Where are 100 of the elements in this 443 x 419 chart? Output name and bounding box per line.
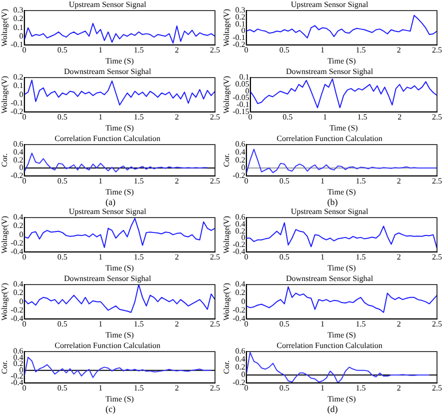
x-tick-label: 1.5 bbox=[356, 384, 366, 393]
y-tick-label: -0.2 bbox=[10, 106, 24, 116]
x-tick-label: 1.5 bbox=[356, 46, 366, 55]
y-tick-label: -0.4 bbox=[10, 314, 24, 323]
y-tick-label: 0 bbox=[245, 86, 250, 96]
x-tick-label: 2.5 bbox=[210, 384, 220, 393]
chart-title: Upstream Sensor Signal bbox=[290, 206, 369, 216]
y-axis-title: Cor. bbox=[222, 360, 231, 374]
y-tick-label: -0.1 bbox=[236, 100, 250, 110]
y-tick-label: 0.3 bbox=[13, 6, 24, 15]
y-tick-label: 0.4 bbox=[13, 147, 24, 156]
x-tick-label: 1 bbox=[98, 252, 103, 262]
x-tick-label: 2 bbox=[396, 384, 401, 393]
x-tick-label: 2.5 bbox=[432, 384, 442, 393]
x-tick-label: 2.5 bbox=[432, 252, 442, 262]
y-axis-title: Woltage(V) bbox=[222, 76, 231, 114]
x-axis-title: Time (S) bbox=[105, 123, 134, 132]
x-tick-label: 2 bbox=[174, 176, 179, 186]
x-tick-label: 2 bbox=[174, 384, 179, 393]
y-tick-label: 0 bbox=[19, 296, 24, 306]
y-tick-label: 0.1 bbox=[235, 19, 246, 28]
text: (b) bbox=[326, 197, 339, 207]
x-tick-label: 1 bbox=[320, 320, 325, 329]
y-tick-label: 0.2 bbox=[13, 14, 24, 24]
y-tick-label: 0.4 bbox=[235, 280, 246, 289]
x-tick-label: 0.5 bbox=[57, 320, 68, 329]
y-tick-label: 0.05 bbox=[235, 80, 250, 89]
y-tick-label: -0.15 bbox=[232, 106, 250, 116]
y-tick-label: -0.2 bbox=[10, 170, 24, 180]
text: (d) bbox=[326, 404, 339, 414]
y-tick-label: 0.6 bbox=[13, 140, 24, 149]
y-tick-label: -0.2 bbox=[232, 378, 246, 387]
x-axis-title: Time (S) bbox=[327, 394, 356, 404]
x-axis-title: Time (S) bbox=[105, 187, 134, 196]
x-axis-title: Time (S) bbox=[327, 187, 356, 196]
x-tick-label: 2.5 bbox=[210, 252, 220, 262]
x-tick-label: 1.5 bbox=[134, 252, 144, 262]
chart-title: Upstream Sensor Signal bbox=[68, 0, 147, 9]
y-tick-label: 0 bbox=[241, 370, 246, 380]
y-tick-label: -0.1 bbox=[10, 40, 24, 49]
y-tick-label: 0.1 bbox=[13, 81, 24, 90]
y-axis-title: Woltage(V) bbox=[0, 216, 9, 254]
y-tick-label: 0.2 bbox=[235, 288, 246, 298]
y-tick-label: -0.2 bbox=[10, 305, 24, 314]
x-tick-label: 2 bbox=[174, 46, 179, 55]
x-tick-label: 1 bbox=[98, 112, 103, 122]
x-tick-label: 0.5 bbox=[57, 384, 68, 393]
y-tick-label: 0.4 bbox=[235, 354, 246, 364]
x-tick-label: 2.5 bbox=[432, 46, 442, 55]
y-tick-label: 0.2 bbox=[235, 155, 246, 164]
y-tick-label: -0.1 bbox=[10, 98, 24, 108]
y-tick-label: 0.2 bbox=[235, 12, 246, 22]
x-tick-label: 1 bbox=[320, 252, 325, 262]
y-tick-label: 0.4 bbox=[235, 147, 246, 156]
y-tick-label: 0.1 bbox=[13, 22, 24, 32]
y-tick-label: 0.2 bbox=[235, 226, 246, 236]
x-axis-title: Time (S) bbox=[327, 330, 356, 340]
y-tick-label: -0.1 bbox=[232, 33, 246, 42]
chart-title: Downstream Sensor Sighal bbox=[286, 274, 374, 283]
x-tick-label: 1 bbox=[320, 384, 325, 393]
x-tick-label: 2.5 bbox=[432, 112, 442, 122]
y-tick-label: 0 bbox=[241, 26, 246, 36]
chart-title: Correlation Function Calculation bbox=[54, 340, 160, 350]
y-axis-title: Cor. bbox=[0, 360, 9, 374]
y-tick-label: 0 bbox=[19, 31, 24, 40]
x-tick-label: 1.5 bbox=[134, 112, 144, 122]
y-tick-label: 0.4 bbox=[13, 212, 24, 222]
x-tick-label: 1.5 bbox=[134, 176, 144, 186]
x-tick-label: 2.5 bbox=[210, 320, 220, 329]
y-tick-label: -0.4 bbox=[232, 314, 246, 323]
y-tick-label: 0.3 bbox=[235, 6, 246, 15]
x-tick-label: 0.5 bbox=[57, 46, 68, 55]
x-tick-label: 1.5 bbox=[356, 176, 366, 186]
y-tick-label: 0.2 bbox=[13, 288, 24, 298]
x-axis-title: Time (S) bbox=[105, 56, 134, 66]
x-tick-label: 0.5 bbox=[279, 320, 290, 329]
y-axis-title: Cor. bbox=[0, 153, 9, 167]
y-tick-label: 0 bbox=[241, 296, 246, 306]
x-tick-label: 1 bbox=[98, 176, 103, 186]
y-tick-label: 0.2 bbox=[235, 362, 246, 372]
x-tick-label: 2.5 bbox=[432, 320, 442, 329]
x-tick-label: 1.5 bbox=[356, 252, 366, 262]
x-tick-label: 2 bbox=[174, 320, 179, 329]
x-axis-title: Time (S) bbox=[329, 123, 358, 132]
x-tick-label: 2 bbox=[396, 176, 401, 186]
y-axis-title: Woltage(V) bbox=[0, 282, 9, 320]
x-tick-label: 1 bbox=[320, 176, 325, 186]
y-tick-label: -0.2 bbox=[232, 305, 246, 314]
x-tick-label: 1.5 bbox=[134, 384, 144, 393]
chart-title: Downstream Sensor Sighal bbox=[64, 66, 152, 76]
x-tick-label: 2.5 bbox=[210, 112, 220, 122]
y-axis-title: Woltage(V) bbox=[222, 8, 231, 46]
y-tick-label: 0.6 bbox=[235, 212, 246, 222]
chart-title: Upstream Sensor Signal bbox=[290, 0, 369, 9]
x-tick-label: 0.5 bbox=[57, 252, 68, 262]
y-tick-label: 0.1 bbox=[239, 72, 250, 82]
x-tick-label: 0.5 bbox=[279, 252, 290, 262]
text: (c) bbox=[104, 404, 116, 414]
x-tick-label: 2 bbox=[396, 320, 401, 329]
y-tick-label: -0.4 bbox=[10, 246, 24, 256]
